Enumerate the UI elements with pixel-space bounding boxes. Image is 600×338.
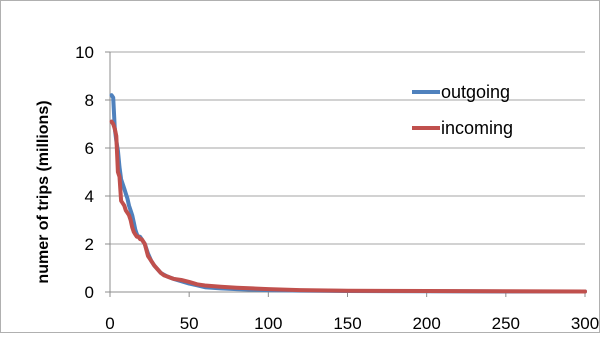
y-tick-label: 2 — [85, 235, 94, 254]
series-line-incoming — [109, 119, 587, 294]
y-tick-label: 8 — [85, 91, 94, 110]
x-tick-label: 100 — [254, 314, 282, 333]
y-tick-label: 10 — [75, 43, 94, 62]
y-axis-label: numer of trips (millions) — [35, 100, 52, 283]
x-tick-label: 250 — [492, 314, 520, 333]
legend: outgoing incoming — [412, 82, 513, 138]
x-tick-label: 200 — [412, 314, 440, 333]
x-tick-label: 150 — [333, 314, 361, 333]
legend-label-outgoing: outgoing — [441, 82, 510, 102]
series-lines — [109, 93, 587, 294]
grid-lines — [110, 51, 585, 245]
x-tick-label: 300 — [571, 314, 599, 333]
legend-label-incoming: incoming — [441, 118, 513, 138]
y-tick-label: 6 — [85, 139, 94, 158]
y-tick-label: 0 — [85, 283, 94, 302]
x-tick-label: 0 — [105, 314, 114, 333]
y-tick-label: 4 — [85, 187, 94, 206]
x-tick-label: 50 — [180, 314, 199, 333]
